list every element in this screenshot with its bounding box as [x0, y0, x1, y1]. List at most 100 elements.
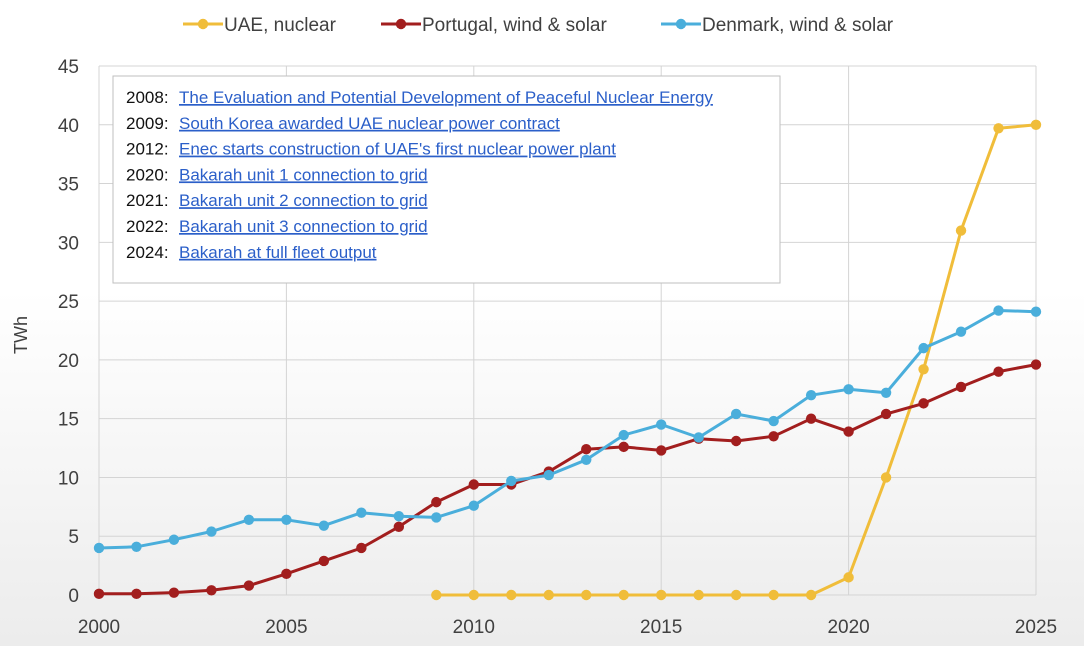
- legend-marker: [675, 18, 687, 30]
- data-point: [243, 580, 255, 591]
- data-point: [618, 589, 629, 601]
- legend: UAE, nuclear Portugal, wind & solar Denmar…: [183, 15, 894, 36]
- data-point: [918, 342, 929, 354]
- data-point: [581, 589, 592, 601]
- annotation-link[interactable]: Enec starts construction of UAE's first …: [179, 140, 616, 159]
- data-point: [468, 589, 479, 601]
- y-axis-label: TWh: [11, 316, 31, 354]
- x-tick-label: 2025: [1015, 617, 1057, 638]
- y-tick-label: 15: [58, 410, 79, 431]
- data-point: [843, 572, 854, 583]
- data-point: [431, 512, 442, 523]
- data-point: [393, 511, 405, 522]
- legend-label: Denmark, wind & solar: [702, 15, 894, 36]
- data-point: [993, 366, 1004, 377]
- data-point: [431, 496, 442, 508]
- data-point: [93, 588, 105, 600]
- annotation-link[interactable]: Bakarah unit 2 connection to grid: [179, 191, 428, 210]
- data-point: [918, 398, 929, 409]
- data-point: [581, 454, 592, 466]
- data-point: [768, 431, 779, 442]
- data-point: [468, 500, 479, 511]
- data-point: [131, 588, 142, 600]
- annotation-year: 2008:: [126, 88, 169, 107]
- data-point: [843, 384, 854, 395]
- annotation-year: 2022:: [126, 217, 169, 236]
- y-tick-label: 40: [58, 116, 79, 137]
- data-point: [805, 389, 817, 401]
- legend-label: UAE, nuclear: [224, 15, 337, 36]
- data-point: [168, 534, 180, 545]
- annotation-year: 2020:: [126, 165, 169, 184]
- annotation-year: 2012:: [126, 140, 169, 159]
- data-point: [880, 387, 892, 399]
- data-point: [468, 479, 479, 490]
- annotation-year: 2021:: [126, 191, 169, 210]
- data-point: [168, 587, 180, 598]
- data-point: [243, 514, 255, 525]
- annotation-link[interactable]: The Evaluation and Potential Development…: [179, 88, 713, 107]
- y-tick-label: 10: [58, 468, 79, 489]
- annotation-year: 2024:: [126, 243, 169, 262]
- annotation-link[interactable]: South Korea awarded UAE nuclear power co…: [179, 114, 560, 133]
- series-line-2: [98, 309, 1037, 550]
- data-point: [730, 408, 742, 420]
- data-point: [768, 589, 779, 601]
- annotation-year: 2009:: [126, 114, 169, 133]
- series-line-1: [99, 363, 1037, 596]
- y-tick-label: 45: [58, 57, 79, 78]
- data-point: [656, 445, 667, 456]
- data-point: [206, 585, 217, 596]
- data-point: [955, 225, 967, 236]
- data-point: [356, 507, 367, 518]
- data-point: [131, 541, 142, 553]
- data-point: [993, 305, 1004, 316]
- data-point: [543, 469, 554, 481]
- data-point: [955, 326, 967, 337]
- data-point: [318, 520, 330, 531]
- data-point: [768, 415, 779, 427]
- y-tick-label: 5: [68, 527, 79, 548]
- annotation-frame: [112, 75, 781, 284]
- x-tick-label: 2000: [78, 617, 120, 638]
- data-point: [993, 123, 1004, 134]
- data-point: [693, 432, 704, 443]
- legend-marker: [197, 18, 209, 30]
- legend-label: Portugal, wind & solar: [422, 15, 607, 36]
- data-point: [506, 475, 517, 487]
- data-point: [93, 542, 105, 554]
- annotation-link[interactable]: Bakarah at full fleet output: [179, 243, 377, 262]
- annotation-link[interactable]: Bakarah unit 1 connection to grid: [179, 165, 428, 184]
- annotation-box: 2008: The Evaluation and Potential Develo…: [112, 75, 781, 284]
- y-tick-label: 30: [58, 233, 79, 254]
- x-tick-label: 2010: [453, 617, 495, 638]
- data-point: [618, 429, 629, 441]
- data-point: [281, 514, 292, 525]
- data-point: [730, 589, 742, 601]
- annotation-link[interactable]: Bakarah unit 3 connection to grid: [179, 217, 428, 236]
- data-point: [805, 589, 817, 601]
- data-point: [543, 589, 554, 601]
- data-point: [880, 408, 892, 420]
- data-point: [356, 542, 367, 554]
- data-point: [918, 364, 929, 375]
- y-tick-label: 35: [58, 175, 79, 196]
- data-point: [1030, 119, 1042, 130]
- data-point: [656, 589, 667, 601]
- data-point: [656, 419, 667, 430]
- data-point: [618, 441, 629, 453]
- data-point: [206, 526, 217, 537]
- x-tick-label: 2005: [265, 617, 307, 638]
- data-point: [1030, 306, 1042, 317]
- y-tick-label: 25: [58, 292, 79, 313]
- series-layer: [93, 119, 1042, 601]
- x-tick-label: 2020: [827, 617, 869, 638]
- data-point: [880, 472, 892, 483]
- data-point: [431, 589, 442, 601]
- data-point: [730, 435, 742, 447]
- data-point: [1030, 359, 1042, 370]
- data-point: [955, 381, 967, 393]
- data-point: [318, 555, 330, 567]
